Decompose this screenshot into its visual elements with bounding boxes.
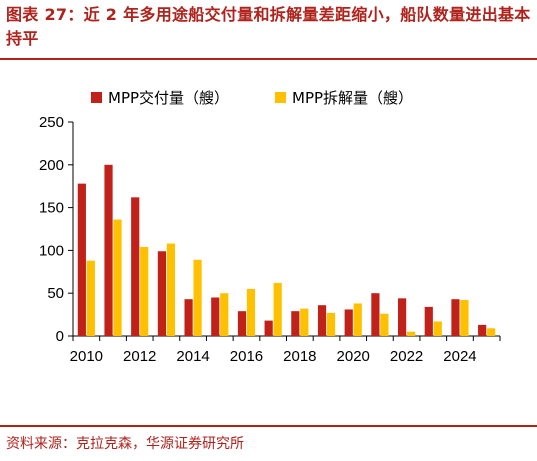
figure-title: 图表 27：近 2 年多用途船交付量和拆解量差距缩小，船队数量进出基本持平: [6, 5, 531, 48]
bar-demolitions: [220, 293, 229, 336]
bar-demolitions: [487, 328, 496, 336]
y-tick-label: 200: [39, 157, 64, 174]
bar-deliveries: [157, 251, 167, 336]
bar-demolitions: [326, 312, 336, 336]
bar-deliveries: [397, 298, 407, 336]
source-divider: [0, 425, 537, 427]
bar-demolitions: [353, 303, 362, 336]
bar-demolitions: [380, 313, 389, 336]
bar-deliveries: [184, 299, 193, 336]
bar-deliveries: [451, 299, 460, 336]
y-tick-label: 150: [39, 200, 64, 217]
bar-demolitions: [406, 331, 416, 336]
bar-deliveries: [131, 197, 140, 336]
x-tick-label: 2018: [283, 348, 316, 365]
y-tick-label: 100: [39, 242, 64, 259]
bar-demolitions: [246, 288, 256, 336]
legend-swatch-2: [275, 92, 286, 103]
bar-demolitions: [166, 243, 176, 336]
legend-swatch-1: [91, 92, 102, 103]
source-note: 资料来源：克拉克森，华源证券研究所: [6, 436, 244, 452]
bar-deliveries: [211, 297, 220, 336]
title-divider: [0, 58, 537, 60]
bar-demolitions: [460, 300, 469, 336]
y-tick-label: 250: [39, 114, 64, 131]
bar-demolitions: [193, 259, 202, 336]
x-tick-label: 2024: [443, 348, 476, 365]
bar-demolitions: [273, 282, 282, 336]
y-tick-label: 50: [47, 285, 64, 302]
bar-deliveries: [344, 309, 353, 336]
bar-demolitions: [113, 219, 122, 336]
bar-deliveries: [371, 293, 380, 336]
bars: [77, 164, 496, 336]
bar-demolitions: [86, 260, 95, 336]
bar-deliveries: [478, 324, 487, 336]
legend-label-1: MPP交付量（艘）: [108, 89, 229, 107]
bar-deliveries: [237, 311, 247, 336]
bar-demolitions: [300, 308, 309, 336]
x-tick-label: 2016: [230, 348, 263, 365]
bar-deliveries: [77, 183, 86, 336]
bar-deliveries: [424, 306, 433, 336]
x-axis: 2010 2012 2014 2016 2018 2020 2022 2024: [70, 335, 501, 365]
x-tick-label: 2012: [123, 348, 156, 365]
bar-deliveries: [291, 311, 300, 336]
x-tick-label: 2020: [337, 348, 370, 365]
x-tick-label: 2022: [390, 348, 423, 365]
y-tick-label: 0: [56, 328, 64, 345]
x-tick-label: 2010: [70, 348, 103, 365]
legend: MPP交付量（艘） MPP拆解量（艘）: [91, 89, 413, 107]
bar-deliveries: [317, 305, 327, 336]
x-tick-label: 2014: [176, 348, 209, 365]
bar-demolitions: [140, 246, 149, 336]
bar-deliveries: [104, 164, 113, 336]
bar-deliveries: [264, 320, 273, 336]
y-axis: 0 50 100 150 200 250: [39, 114, 74, 345]
bar-demolitions: [433, 321, 442, 336]
legend-label-2: MPP拆解量（艘）: [292, 89, 413, 107]
